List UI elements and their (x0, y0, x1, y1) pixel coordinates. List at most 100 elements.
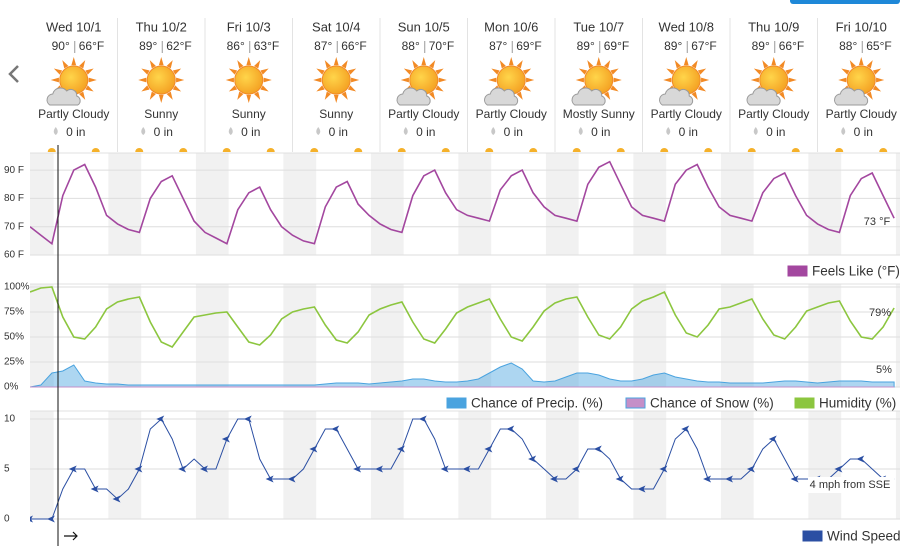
y-tick-label: 100% (4, 282, 30, 293)
sun-ray (841, 68, 850, 75)
day-high: 88° (402, 39, 420, 53)
day-low: 69°F (516, 39, 541, 53)
sun (146, 65, 176, 95)
legend-label: Feels Like (°F) (812, 264, 900, 279)
night-band (545, 153, 579, 255)
sun-ray (347, 85, 357, 92)
mini-sun (529, 148, 538, 152)
annotation: 79% (869, 307, 891, 319)
wind-marker (178, 465, 187, 473)
night-band (808, 153, 842, 255)
wind-marker (243, 415, 252, 423)
wind-marker (156, 415, 165, 423)
night-band (895, 284, 900, 387)
wind-marker (462, 465, 471, 473)
sun-ray (526, 77, 535, 83)
top-button[interactable] (790, 0, 900, 4)
sun-ray (516, 60, 523, 69)
day-low: 63°F (254, 39, 279, 53)
day-date: Thu 10/2 (136, 19, 187, 34)
night-band (283, 284, 317, 387)
sun-ray (858, 57, 864, 66)
wind-marker (396, 445, 405, 453)
night-band (108, 411, 142, 519)
day-precip: 0 in (66, 125, 85, 139)
y-tick-label: 90 F (4, 165, 24, 176)
sun-ray (333, 57, 339, 66)
sun-ray (522, 85, 532, 92)
series-line (30, 160, 895, 246)
day-high: 89° (752, 39, 770, 53)
sun-ray (341, 60, 348, 69)
day-high: 89° (139, 39, 157, 53)
night-band (283, 411, 317, 519)
y-tick-label: 75% (4, 307, 24, 318)
night-band (370, 284, 404, 387)
wind-marker (528, 455, 537, 463)
mini-sun (835, 148, 844, 152)
rain-drop (491, 127, 496, 135)
night-band (195, 153, 229, 255)
day-precip: 0 in (241, 125, 260, 139)
y-tick-label: 50% (4, 332, 24, 343)
sun-ray (691, 91, 698, 100)
mini-sun (397, 148, 406, 152)
sun-ray (149, 60, 156, 69)
sun-ray (316, 68, 325, 75)
wind-marker (593, 445, 602, 453)
sun-ray (438, 77, 447, 83)
wind-marker (659, 465, 668, 473)
sun-ray (260, 68, 269, 75)
y-tick-label: 80 F (4, 193, 24, 204)
sun-ray (435, 68, 444, 75)
day-condition: Partly Cloudy (388, 107, 459, 121)
sun-ray (876, 77, 885, 83)
sun-ray (172, 68, 182, 75)
day-precip: 0 in (591, 125, 610, 139)
wind-marker (68, 465, 77, 473)
sun-ray (697, 68, 707, 75)
wind-marker (615, 475, 624, 483)
day-condition: Sunny (319, 107, 353, 121)
night-band (370, 411, 404, 519)
sun-ray (351, 77, 360, 83)
night-band (895, 153, 900, 255)
legend-label: Chance of Snow (%) (650, 396, 774, 411)
day-condition: Sunny (232, 107, 266, 121)
sun-ray (849, 60, 856, 69)
sun-ray (166, 91, 173, 100)
night-band (30, 411, 54, 519)
wind-marker (265, 475, 274, 483)
sun-ray (316, 85, 325, 92)
annotation: 73 °F (864, 216, 891, 228)
day-precip: 0 in (679, 125, 698, 139)
sun-ray (254, 60, 261, 69)
sun-ray (228, 68, 238, 75)
sun-ray (701, 77, 710, 83)
mini-sun (354, 148, 363, 152)
wind-marker (375, 465, 383, 473)
day-low: 66°F (779, 39, 804, 53)
mini-sun (485, 148, 494, 152)
rain-drop (316, 127, 321, 135)
overlay: 60 F 70 F 80 F 90 F Feels Like (°F) 73 °F 0% 25… (4, 145, 900, 546)
wind-marker (46, 515, 55, 523)
legend-swatch (625, 397, 646, 409)
sun-ray (788, 77, 797, 83)
sun-ray (313, 77, 322, 83)
sun-ray (85, 85, 94, 92)
day-high: 89° (577, 39, 595, 53)
cloud (746, 87, 781, 106)
wind-marker (353, 465, 362, 473)
sun (321, 65, 351, 95)
day-precip: 0 in (329, 125, 348, 139)
legend-swatch (802, 530, 823, 542)
sun-ray (663, 77, 672, 83)
sun-ray (779, 91, 786, 100)
night-band (545, 284, 579, 387)
mini-sun (441, 148, 450, 152)
night-band (458, 411, 492, 519)
wind-marker (725, 475, 733, 483)
prev-arrow[interactable] (8, 65, 19, 83)
